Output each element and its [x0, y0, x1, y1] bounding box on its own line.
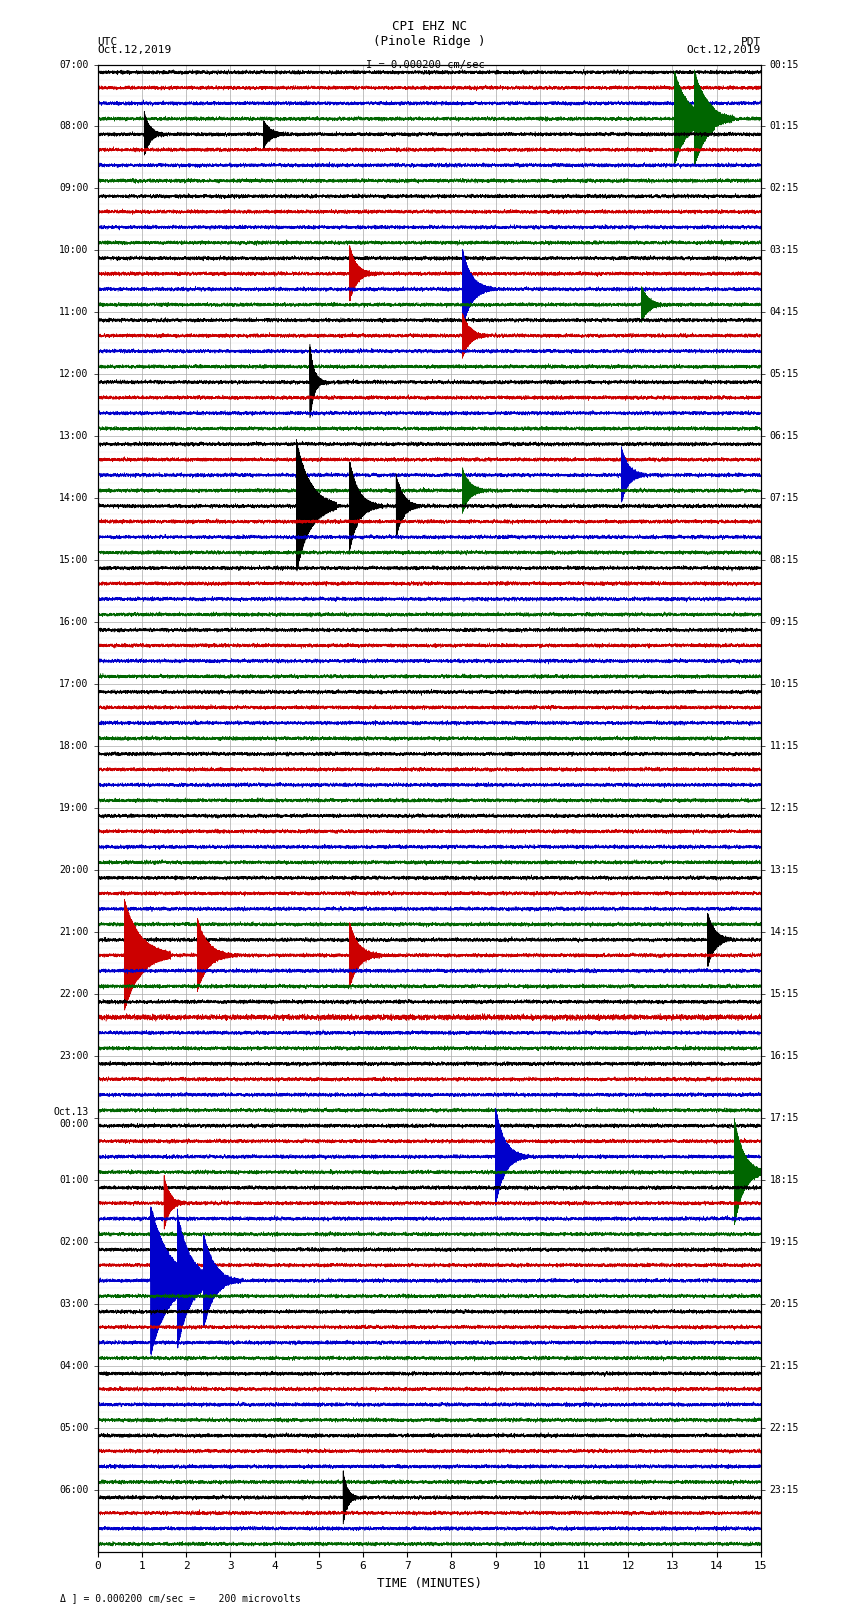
Text: Oct.12,2019: Oct.12,2019: [98, 45, 172, 55]
Title: CPI EHZ NC
(Pinole Ridge ): CPI EHZ NC (Pinole Ridge ): [373, 19, 485, 48]
Text: UTC: UTC: [98, 37, 118, 47]
X-axis label: TIME (MINUTES): TIME (MINUTES): [377, 1578, 482, 1590]
Text: Oct.12,2019: Oct.12,2019: [687, 45, 761, 55]
Text: PDT: PDT: [740, 37, 761, 47]
Text: Δ ] = 0.000200 cm/sec =    200 microvolts: Δ ] = 0.000200 cm/sec = 200 microvolts: [60, 1594, 300, 1603]
Text: I = 0.000200 cm/sec: I = 0.000200 cm/sec: [366, 60, 484, 71]
